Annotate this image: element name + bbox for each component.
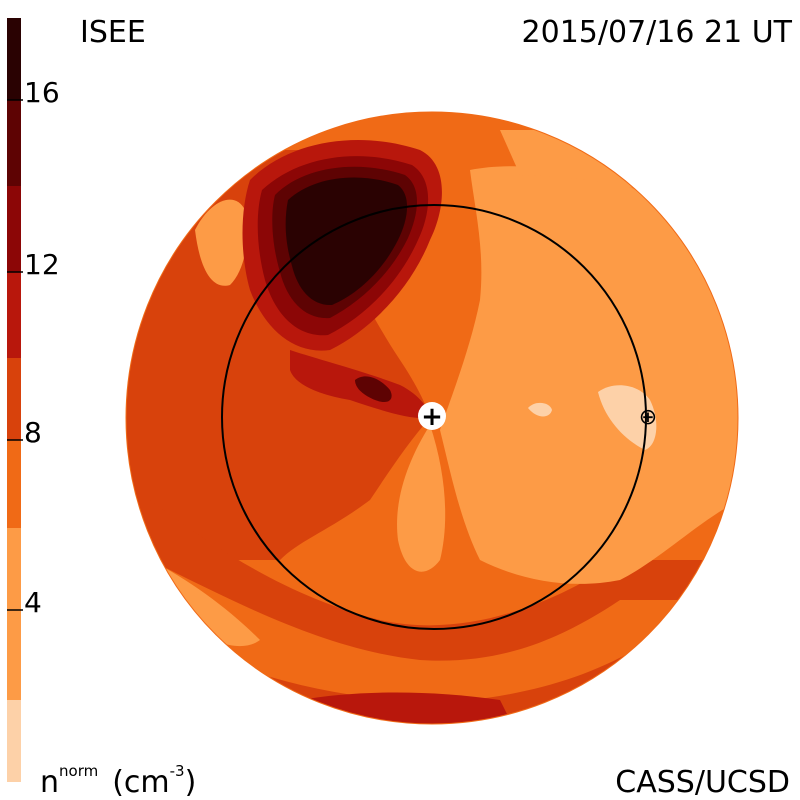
unit-exponent: -3 (170, 762, 185, 780)
region-lower-lobe (397, 425, 446, 572)
colorbar-tick-label-16: 16 (24, 76, 60, 109)
region-left-patch (195, 199, 247, 286)
earth-orbit (221, 204, 647, 630)
sun-symbol: + (421, 402, 443, 432)
unit-close: ) (185, 765, 197, 800)
region-bottom-red (300, 692, 520, 724)
colorbar-band-7 (7, 18, 21, 100)
region-right-light (440, 166, 738, 584)
earth-marker: ⊕ (639, 405, 657, 430)
sun-marker: + (418, 402, 446, 432)
blob-core (285, 177, 408, 306)
unit-symbol: n (40, 765, 59, 800)
density-disk (126, 112, 738, 724)
colorbar-band-2 (7, 440, 21, 528)
disk-outline (125, 111, 739, 725)
colorbar-band-3 (7, 358, 21, 440)
sun-disk (418, 402, 446, 430)
region-left-dark (126, 150, 430, 560)
colorbar-tick-label-8: 8 (24, 416, 42, 449)
region-lower-mid-orange (150, 560, 700, 701)
region-pale-near-earth (598, 385, 657, 450)
header-datetime: 2015/07/16 21 UT (522, 15, 793, 50)
region-pale-small (528, 402, 552, 417)
unit-symbol-sup: norm (59, 762, 98, 780)
footer-credit: CASS/UCSD (615, 765, 790, 800)
header-title: ISEE (80, 15, 146, 50)
unit-open: (cm (112, 765, 169, 800)
colorbar-tick-label-12: 12 (24, 248, 60, 281)
colorbar-tick-label-4: 4 (24, 586, 42, 619)
colorbar-band-4 (7, 272, 21, 358)
colorbar-band-5 (7, 186, 21, 272)
region-lower-left-patch (150, 560, 260, 647)
colorbar-band-1 (7, 528, 21, 700)
colorbar-band-0 (7, 700, 21, 782)
blob-small-dark (355, 376, 392, 402)
colorbar: 16 12 8 4 (7, 18, 60, 782)
colorbar-band-6 (7, 100, 21, 186)
footer-unit-label: nnorm (cm-3) (40, 762, 196, 800)
